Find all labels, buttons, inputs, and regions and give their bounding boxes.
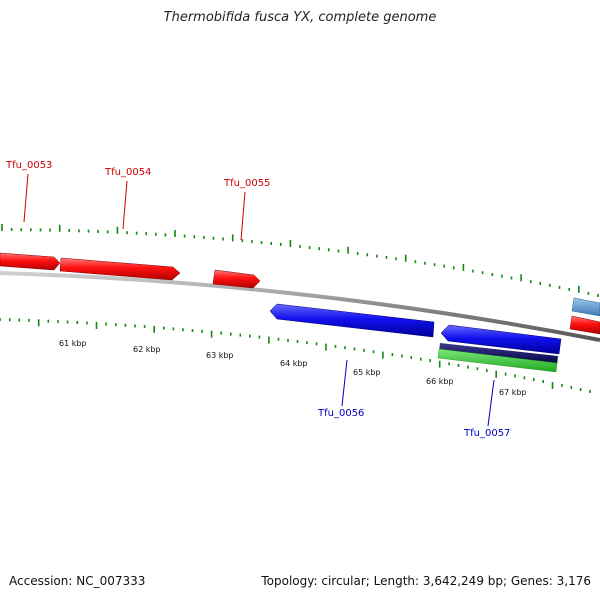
outer-tick-ruler bbox=[1, 224, 599, 297]
label-tfu-0056[interactable]: Tfu_0056 bbox=[317, 408, 364, 419]
leader-line-tfu-0054 bbox=[122, 180, 128, 230]
ruler-label: 61 kbp bbox=[59, 339, 87, 348]
green-feature-track[interactable] bbox=[437, 348, 558, 373]
rna-feature[interactable] bbox=[571, 297, 600, 317]
gene-tfu-0054[interactable] bbox=[59, 257, 181, 281]
gene-next-forward[interactable] bbox=[569, 315, 600, 335]
leader-line-tfu-0057 bbox=[487, 379, 495, 427]
accession-label: Accession: NC_007333 bbox=[9, 574, 146, 588]
ruler-label: 62 kbp bbox=[133, 345, 161, 354]
gene-tfu-0056[interactable] bbox=[269, 303, 435, 338]
label-tfu-0057[interactable]: Tfu_0057 bbox=[463, 428, 510, 439]
genome-backbone bbox=[0, 271, 600, 342]
ruler-label: 65 kbp bbox=[353, 368, 381, 377]
ruler-label: 64 kbp bbox=[280, 359, 308, 368]
leader-line-tfu-0056 bbox=[341, 359, 348, 407]
label-tfu-0054[interactable]: Tfu_0054 bbox=[104, 167, 151, 178]
genome-summary: Topology: circular; Length: 3,642,249 bp… bbox=[261, 574, 591, 588]
ruler-label: 67 kbp bbox=[499, 388, 527, 397]
map-title: Thermobifida fusca YX, complete genome bbox=[163, 10, 437, 25]
leader-line-tfu-0053 bbox=[23, 173, 29, 223]
gene-tfu-0055[interactable] bbox=[212, 269, 261, 289]
leader-line-tfu-0055 bbox=[240, 191, 246, 241]
gene-tfu-0057[interactable] bbox=[440, 324, 562, 355]
ruler-label: 66 kbp bbox=[426, 377, 454, 386]
label-tfu-0053[interactable]: Tfu_0053 bbox=[5, 160, 52, 171]
ruler-label: 63 kbp bbox=[206, 351, 234, 360]
label-tfu-0055[interactable]: Tfu_0055 bbox=[223, 178, 270, 189]
gene-tfu-0053[interactable] bbox=[0, 252, 61, 271]
inner-tick-ruler bbox=[0, 318, 591, 393]
